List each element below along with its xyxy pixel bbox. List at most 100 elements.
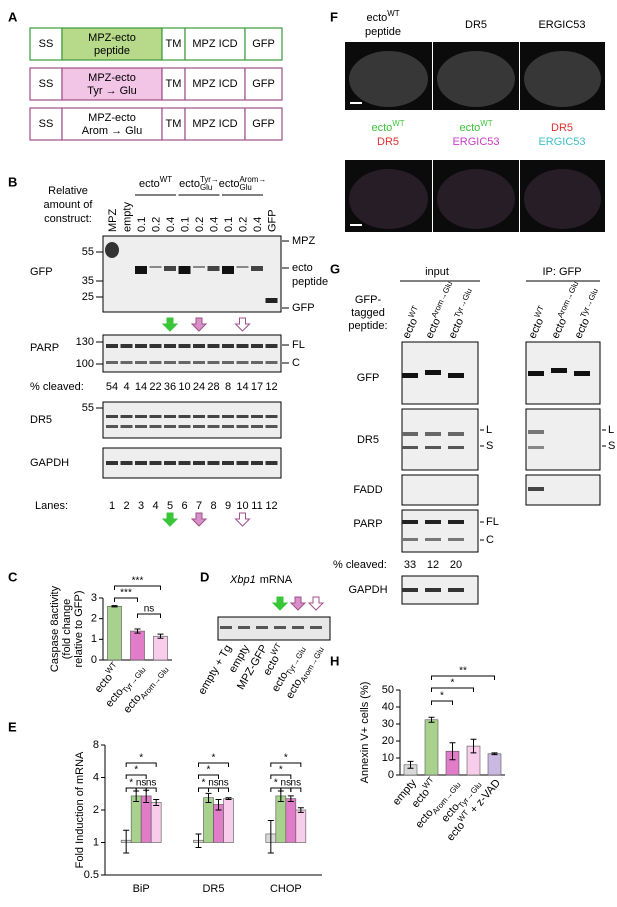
band bbox=[135, 415, 147, 418]
significance-label: *** bbox=[120, 588, 132, 599]
label: TM bbox=[166, 118, 182, 130]
band bbox=[448, 520, 464, 524]
band bbox=[135, 461, 147, 465]
error-bar bbox=[449, 742, 456, 761]
band bbox=[402, 446, 418, 449]
band bbox=[207, 425, 220, 428]
significance-label: * bbox=[139, 753, 143, 764]
band bbox=[106, 344, 118, 348]
error-bar bbox=[267, 819, 274, 854]
band bbox=[528, 371, 544, 376]
significance-label: ns bbox=[218, 778, 229, 789]
error-bar bbox=[111, 605, 118, 608]
band bbox=[164, 344, 176, 348]
band bbox=[149, 266, 162, 268]
band bbox=[222, 266, 234, 274]
lane-header: 0.2 bbox=[237, 217, 249, 232]
band-label: FL bbox=[486, 516, 499, 528]
marker-label: 35 bbox=[82, 275, 94, 287]
y-tick-label: 0 bbox=[91, 654, 97, 666]
band-label: FL bbox=[292, 339, 305, 351]
marker-label: 130 bbox=[76, 336, 94, 348]
label: Relative bbox=[48, 185, 88, 197]
blot-label: GAPDH bbox=[30, 457, 69, 469]
blot bbox=[401, 474, 479, 506]
label: IP: GFP bbox=[542, 266, 581, 278]
panel-letter: F bbox=[330, 9, 338, 24]
arrow bbox=[190, 317, 208, 332]
label: peptide bbox=[94, 45, 130, 57]
band bbox=[178, 361, 191, 364]
error-bar bbox=[153, 799, 160, 807]
y-tick-label: 8 bbox=[93, 739, 99, 751]
y-tick-label: 0.5 bbox=[84, 869, 99, 881]
significance-bracket bbox=[431, 687, 474, 692]
construct-segment bbox=[184, 107, 246, 141]
construct-segment bbox=[244, 27, 283, 61]
band bbox=[193, 425, 205, 428]
band bbox=[178, 266, 191, 274]
arrow bbox=[289, 596, 307, 611]
band bbox=[178, 344, 191, 348]
significance-bracket bbox=[198, 762, 229, 767]
label: SS bbox=[39, 38, 54, 50]
label-text: DR5 bbox=[377, 136, 399, 148]
blot-label: DR5 bbox=[30, 414, 52, 426]
cleaved-value: 33 bbox=[404, 559, 416, 571]
label-text: ecto bbox=[400, 317, 420, 341]
band bbox=[149, 461, 162, 465]
y-axis-title: Fold Induction of mRNA bbox=[74, 751, 86, 868]
arrow bbox=[234, 512, 251, 527]
lane-number: 9 bbox=[225, 500, 231, 512]
band bbox=[292, 626, 304, 629]
group-label: ecto Arom→Glu bbox=[219, 175, 267, 192]
band bbox=[448, 373, 464, 378]
band bbox=[120, 344, 133, 348]
lane-header: GFP bbox=[266, 209, 278, 232]
significance-bracket bbox=[270, 762, 302, 767]
lane-number: 8 bbox=[210, 500, 216, 512]
significance-bracket bbox=[290, 787, 302, 792]
label: tagged bbox=[351, 307, 385, 319]
arrow bbox=[271, 596, 289, 611]
label-text: ERGIC53 bbox=[538, 19, 585, 31]
group-label: ecto WT bbox=[139, 175, 172, 190]
label-text: peptide bbox=[365, 26, 401, 38]
band bbox=[164, 266, 176, 271]
blot-label: FADD bbox=[353, 484, 382, 496]
error-bar bbox=[491, 752, 498, 756]
significance-label: ns bbox=[291, 778, 302, 789]
label-sup: WT bbox=[160, 175, 172, 184]
band bbox=[149, 425, 162, 428]
band bbox=[220, 626, 232, 629]
band bbox=[207, 461, 220, 465]
error-bar bbox=[205, 792, 212, 803]
significance-bracket bbox=[218, 787, 229, 792]
y-tick-label: 50 bbox=[382, 684, 394, 696]
significance-bracket bbox=[114, 597, 138, 602]
band bbox=[236, 344, 249, 348]
significance-label: * bbox=[284, 753, 288, 764]
band bbox=[193, 361, 205, 364]
label-text: ecto bbox=[366, 12, 387, 24]
blot-label: PARP bbox=[30, 342, 59, 354]
label: mRNA bbox=[260, 574, 293, 586]
x-tick-label: DR5 bbox=[202, 883, 224, 895]
band bbox=[574, 371, 590, 376]
blot-label: GFP bbox=[30, 266, 53, 278]
label: % cleaved: bbox=[30, 381, 84, 393]
lane-number: 7 bbox=[196, 500, 202, 512]
band-label: L bbox=[608, 424, 614, 436]
lane-number: 2 bbox=[123, 500, 129, 512]
error-bar bbox=[470, 738, 477, 754]
label: Arom → Glu bbox=[82, 125, 143, 137]
band-label: L bbox=[486, 424, 492, 436]
band bbox=[528, 487, 544, 491]
label: GFP bbox=[252, 78, 275, 90]
arrow bbox=[234, 317, 251, 332]
construct-segment bbox=[244, 107, 283, 141]
cleaved-value: 4 bbox=[123, 381, 129, 393]
error-bar bbox=[157, 633, 164, 639]
significance-bracket bbox=[125, 762, 157, 767]
